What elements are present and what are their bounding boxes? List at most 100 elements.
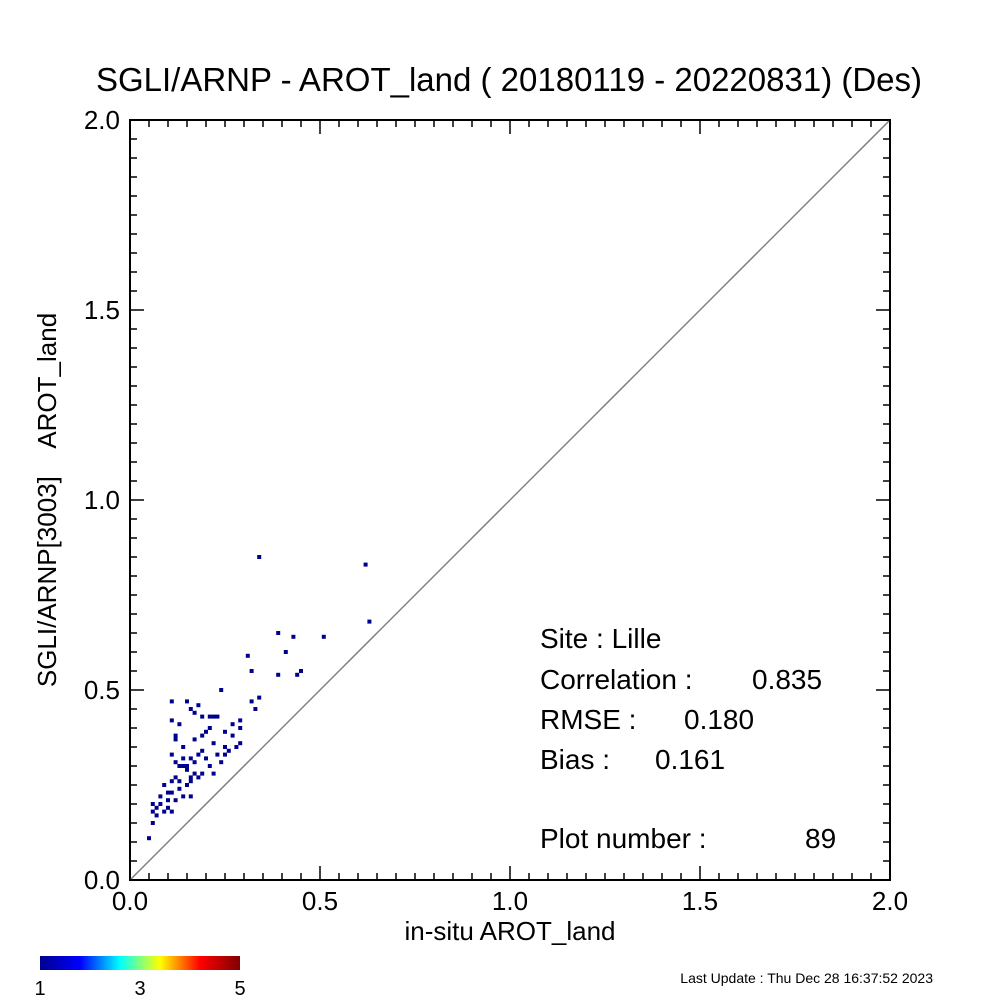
data-point xyxy=(181,756,186,761)
data-point xyxy=(185,699,189,704)
x-tick-label: 0.5 xyxy=(302,886,338,916)
data-point xyxy=(219,760,224,765)
data-point xyxy=(276,631,281,635)
data-point xyxy=(169,809,174,814)
colorbar-tick-labels: 1 3 5 xyxy=(34,978,245,1000)
data-point xyxy=(200,771,205,776)
data-point xyxy=(177,764,182,768)
data-point xyxy=(207,714,212,719)
data-point xyxy=(162,809,167,814)
data-point xyxy=(223,752,227,757)
data-point xyxy=(154,813,159,818)
data-point xyxy=(173,798,178,803)
data-point xyxy=(223,729,227,734)
rmse-value: 0.180 xyxy=(684,704,754,735)
last-update-text: Last Update : Thu Dec 28 16:37:52 2023 xyxy=(680,970,933,986)
data-point xyxy=(181,794,186,799)
data-point xyxy=(207,764,212,768)
data-point xyxy=(169,752,174,757)
data-point xyxy=(207,726,212,730)
data-point xyxy=(158,802,163,806)
data-point xyxy=(276,672,281,677)
data-point xyxy=(291,634,296,639)
y-tick-label: 0.0 xyxy=(84,865,120,895)
data-point xyxy=(196,703,201,708)
data-point xyxy=(230,722,235,727)
data-point xyxy=(238,741,243,746)
data-point xyxy=(162,783,167,787)
x-axis-label: in-situ AROT_land xyxy=(405,916,616,946)
data-point xyxy=(192,771,197,776)
chart-title: SGLI/ARNP - AROT_land ( 20180119 - 20220… xyxy=(96,61,922,98)
data-point xyxy=(166,798,170,803)
data-point xyxy=(173,733,178,738)
data-point xyxy=(211,771,216,776)
y-axis-label: SGLI/ARNP[3003] AROT_land xyxy=(32,313,62,687)
data-point xyxy=(185,767,189,772)
data-point xyxy=(154,805,159,810)
data-point xyxy=(192,760,197,765)
data-point xyxy=(169,790,174,795)
y-tick-label: 2.0 xyxy=(84,105,120,135)
data-point xyxy=(192,737,197,742)
data-point xyxy=(211,714,216,719)
data-point xyxy=(249,699,254,704)
plot-number-value: 89 xyxy=(805,823,836,854)
y-tick-label: 1.5 xyxy=(84,295,120,325)
y-tick-label: 0.5 xyxy=(84,675,120,705)
data-point xyxy=(177,779,182,784)
data-point xyxy=(147,836,151,841)
data-point xyxy=(192,710,197,715)
data-point xyxy=(158,794,163,799)
data-point xyxy=(211,741,216,746)
data-point xyxy=(204,756,208,761)
data-point xyxy=(196,752,201,757)
x-tick-label: 1.5 xyxy=(682,886,718,916)
x-tick-label: 1.0 xyxy=(492,886,528,916)
data-point xyxy=(188,707,193,711)
data-point xyxy=(169,718,174,723)
site-label: Site : Lille xyxy=(540,623,661,654)
y-tick-label: 1.0 xyxy=(84,485,120,515)
data-point xyxy=(181,745,186,749)
bias-label: Bias : xyxy=(540,744,610,775)
colorbar xyxy=(40,956,240,970)
data-points xyxy=(147,555,372,841)
x-tick-label: 2.0 xyxy=(872,886,908,916)
data-point xyxy=(321,634,326,639)
data-point xyxy=(215,752,220,757)
data-point xyxy=(196,775,201,780)
data-point xyxy=(257,695,262,700)
data-point xyxy=(219,688,224,692)
data-point xyxy=(200,733,205,738)
data-point xyxy=(185,783,189,787)
data-point xyxy=(230,733,235,738)
x-tick-label: 0.0 xyxy=(112,886,148,916)
data-point xyxy=(238,718,243,723)
data-point xyxy=(223,745,227,749)
data-point xyxy=(166,790,170,795)
correlation-label: Correlation : xyxy=(540,664,693,695)
x-tick-labels: 0.0 0.5 1.0 1.5 2.0 xyxy=(112,886,908,916)
data-point xyxy=(188,756,193,761)
y-tick-labels: 0.0 0.5 1.0 1.5 2.0 xyxy=(84,105,120,895)
data-point xyxy=(169,699,174,704)
axis-ticks xyxy=(129,119,891,881)
data-point xyxy=(257,555,262,559)
stats-annotations: Site : Lille Correlation : 0.835 RMSE : … xyxy=(540,623,836,854)
one-to-one-line xyxy=(129,119,891,881)
data-point xyxy=(234,745,239,749)
data-point xyxy=(181,764,186,768)
bias-value: 0.161 xyxy=(655,744,725,775)
data-point xyxy=(249,669,254,673)
data-point xyxy=(363,562,368,567)
data-point xyxy=(215,714,220,719)
correlation-value: 0.835 xyxy=(752,664,822,695)
data-point xyxy=(226,748,231,753)
data-point xyxy=(166,805,170,810)
data-point xyxy=(173,737,178,742)
data-point xyxy=(169,779,174,784)
data-point xyxy=(253,707,258,711)
data-point xyxy=(200,748,205,753)
